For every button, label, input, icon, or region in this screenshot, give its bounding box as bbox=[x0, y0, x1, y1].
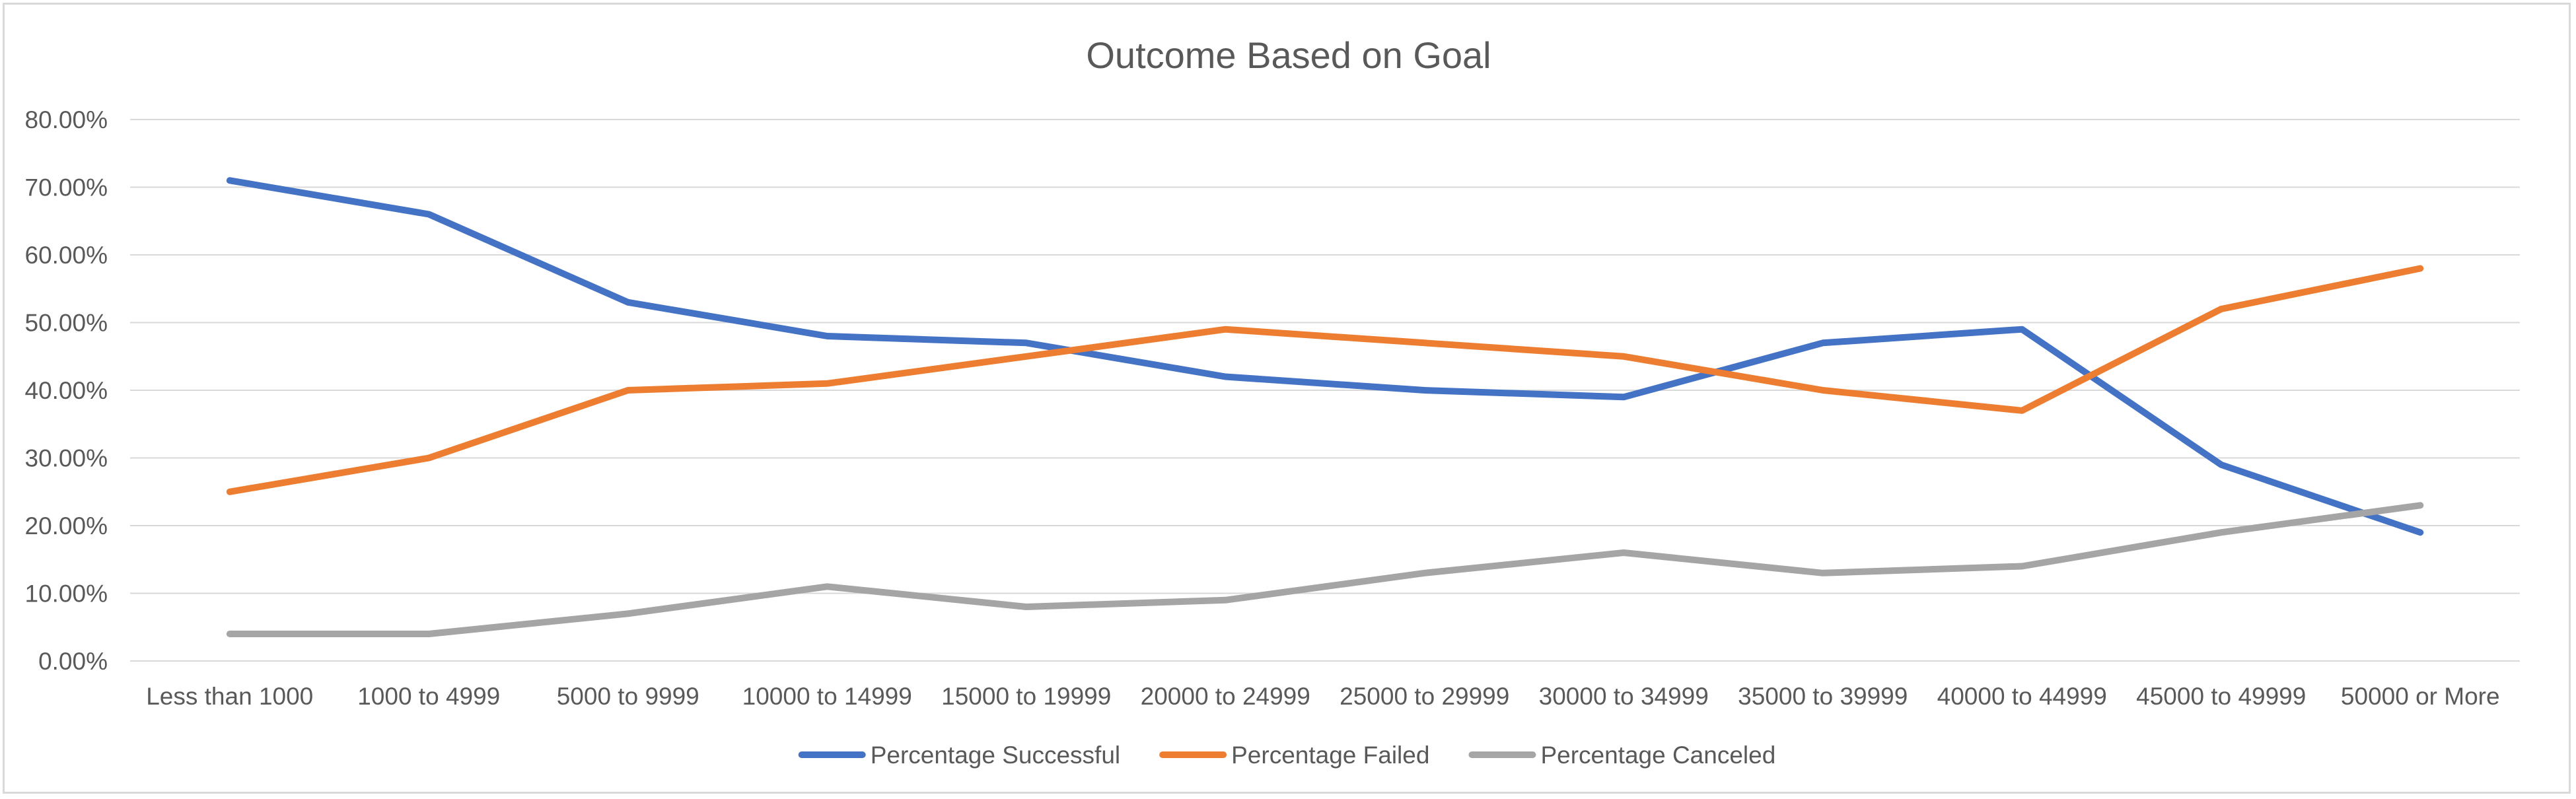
x-tick-label: 25000 to 29999 bbox=[1340, 683, 1509, 710]
chart-title: Outcome Based on Goal bbox=[1086, 34, 1491, 76]
x-tick-label: 20000 to 24999 bbox=[1141, 683, 1310, 710]
x-tick-label: Less than 1000 bbox=[146, 683, 313, 710]
y-tick-label: 40.00% bbox=[25, 377, 108, 404]
y-tick-label: 80.00% bbox=[25, 106, 108, 133]
x-axis-ticks: Less than 1000 1000 to 4999 5000 to 9999 10… bbox=[146, 683, 2499, 710]
x-tick-label: 35000 to 39999 bbox=[1738, 683, 1908, 710]
gridlines bbox=[130, 119, 2520, 662]
series-lines bbox=[226, 177, 2424, 637]
y-tick-label: 0.00% bbox=[38, 648, 108, 675]
x-tick-label: 50000 or More bbox=[2341, 683, 2500, 710]
y-tick-label: 20.00% bbox=[25, 512, 108, 539]
series-line bbox=[226, 177, 2424, 536]
series-line bbox=[226, 265, 2424, 495]
series-line bbox=[226, 502, 2424, 637]
chart-area: Outcome Based on Goal 0.00% 10.00% 20.00% 3… bbox=[3, 3, 2571, 794]
y-tick-label: 60.00% bbox=[25, 242, 108, 269]
x-tick-label: 45000 to 49999 bbox=[2136, 683, 2306, 710]
x-tick-label: 15000 to 19999 bbox=[941, 683, 1111, 710]
x-tick-label: 30000 to 34999 bbox=[1539, 683, 1709, 710]
y-axis-ticks: 0.00% 10.00% 20.00% 30.00% 40.00% 50.00% 60.00… bbox=[25, 106, 108, 675]
x-tick-label: 10000 to 14999 bbox=[742, 683, 912, 710]
legend-label: Percentage Canceled bbox=[1540, 742, 1775, 769]
x-tick-label: 5000 to 9999 bbox=[557, 683, 699, 710]
y-tick-label: 70.00% bbox=[25, 174, 108, 201]
legend-label: Percentage Successful bbox=[871, 742, 1120, 769]
line-chart: Outcome Based on Goal 0.00% 10.00% 20.00% 3… bbox=[25, 34, 2520, 769]
x-tick-label: 40000 to 44999 bbox=[1937, 683, 2107, 710]
legend-label: Percentage Failed bbox=[1231, 742, 1429, 769]
legend: Percentage Successful Percentage Failed Pe… bbox=[798, 742, 1775, 769]
y-tick-label: 50.00% bbox=[25, 310, 108, 337]
y-tick-label: 10.00% bbox=[25, 580, 108, 608]
y-tick-label: 30.00% bbox=[25, 445, 108, 472]
x-tick-label: 1000 to 4999 bbox=[357, 683, 500, 710]
